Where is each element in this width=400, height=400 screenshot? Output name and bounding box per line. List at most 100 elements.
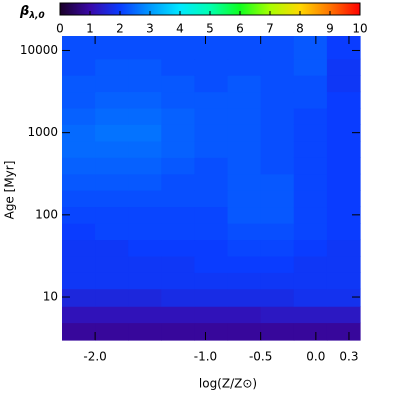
heatmap-cell (62, 255, 96, 273)
heatmap-cell (293, 322, 328, 341)
colorbar-label: βλ,0 (19, 4, 45, 21)
heatmap-cell (128, 322, 162, 341)
heatmap-cell (161, 206, 196, 224)
heatmap-cell (293, 75, 328, 93)
heatmap-cell (293, 223, 328, 241)
heatmap-cell (326, 206, 361, 224)
colorbar-tick-label: 10 (352, 22, 367, 36)
heatmap-cell (128, 36, 162, 60)
heatmap-cell (194, 272, 229, 290)
heatmap-cell (326, 58, 361, 76)
heatmap-cell (260, 91, 295, 109)
heatmap-cell (161, 58, 196, 76)
heatmap-cell (194, 255, 229, 273)
heatmap-cell (260, 306, 295, 324)
heatmap-cell (326, 91, 361, 109)
heatmap-cell (62, 223, 96, 241)
heatmap-cell (62, 36, 96, 60)
heatmap-cell (227, 36, 262, 60)
heatmap-cell (95, 255, 129, 273)
heatmap-cell (161, 173, 196, 191)
heatmap-cell (62, 75, 96, 93)
heatmap-cell (227, 223, 262, 241)
heatmap-cell (260, 272, 295, 290)
heatmap-cell (194, 190, 229, 208)
heatmap-cell (128, 288, 162, 307)
heatmap-cell (62, 239, 96, 257)
colorbar-tick-label: 2 (116, 22, 124, 36)
y-tick-label: 10000 (20, 43, 58, 57)
colorbar-tick-label: 8 (296, 22, 304, 36)
heatmap-cell (194, 206, 229, 224)
heatmap-cell (95, 58, 129, 76)
heatmap-cell (293, 124, 328, 142)
colorbar-tick-label: 6 (236, 22, 244, 36)
heatmap-cell (293, 140, 328, 158)
heatmap-cell (293, 272, 328, 290)
colorbar-tick-label: 9 (326, 22, 334, 36)
heatmap-cell (62, 322, 96, 341)
heatmap-cell (260, 140, 295, 158)
heatmap-cell (326, 157, 361, 175)
heatmap-cell (326, 124, 361, 142)
heatmap-cell (95, 107, 129, 125)
heatmap-cell (227, 157, 262, 175)
heatmap-cell (260, 157, 295, 175)
heatmap-cell (128, 223, 162, 241)
heatmap-cell (326, 190, 361, 208)
heatmap-cell (326, 322, 361, 341)
heatmap-cell (128, 124, 162, 142)
heatmap-cell (227, 288, 262, 307)
heatmap-cell (161, 75, 196, 93)
colorbar-label-sub: λ,0 (28, 11, 44, 21)
heatmap-cell (62, 157, 96, 175)
y-tick-label: 1000 (27, 125, 58, 139)
heatmap-cell (293, 255, 328, 273)
heatmap-cell (194, 124, 229, 142)
heatmap-cell (260, 36, 295, 60)
heatmap-cell (62, 190, 96, 208)
heatmap-cell (326, 306, 361, 324)
heatmap-cell (260, 239, 295, 257)
heatmap-cell (95, 124, 129, 142)
heatmap-cell (194, 173, 229, 191)
heatmap-cell (293, 157, 328, 175)
heatmap-cell (161, 239, 196, 257)
heatmap-cell (227, 255, 262, 273)
heatmap-cell (293, 239, 328, 257)
y-tick-label: 100 (35, 207, 58, 221)
heatmap-cell (161, 91, 196, 109)
colorbar-tick-label: 1 (86, 22, 94, 36)
heatmap-cell (260, 124, 295, 142)
heatmap-cell (95, 190, 129, 208)
heatmap-cell (227, 58, 262, 76)
heatmap-cell (62, 140, 96, 158)
heatmap-cell (293, 91, 328, 109)
heatmap-cell (62, 107, 96, 125)
heatmap-cell (227, 322, 262, 341)
colorbar-tick-label: 3 (146, 22, 154, 36)
heatmap-cell (62, 306, 96, 324)
heatmap-cell (128, 173, 162, 191)
heatmap-cell (293, 288, 328, 307)
heatmap-cell (161, 157, 196, 175)
heatmap-cell (128, 58, 162, 76)
x-tick-label: 0.3 (339, 350, 358, 364)
heatmap-cell (62, 124, 96, 142)
heatmap-cell (260, 288, 295, 307)
heatmap-cell (260, 322, 295, 341)
heatmap-cell (293, 190, 328, 208)
heatmap-cell (128, 157, 162, 175)
heatmap-cell (260, 223, 295, 241)
heatmap-cell (95, 272, 129, 290)
heatmap-cell (95, 75, 129, 93)
heatmap-cell (260, 255, 295, 273)
heatmap-cell (326, 107, 361, 125)
heatmap-cell (293, 58, 328, 76)
heatmap-cell (227, 140, 262, 158)
heatmap-cell (128, 190, 162, 208)
heatmap-cell (260, 107, 295, 125)
colorbar-label-main: β (19, 4, 29, 19)
heatmap-cell (128, 306, 162, 324)
